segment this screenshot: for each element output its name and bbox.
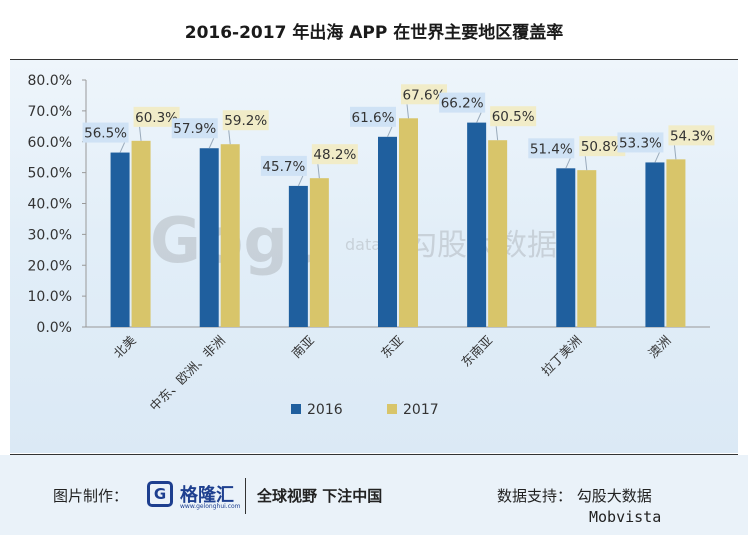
legend-swatch: [387, 404, 397, 414]
x-tick-label: 南亚: [289, 333, 317, 361]
bar-2016: [467, 122, 487, 327]
title-bar: 2016-2017 年出海 APP 在世界主要地区覆盖率: [0, 0, 748, 58]
data-label: 45.7%: [262, 159, 305, 175]
logo-url: www.gelonghui.com: [180, 503, 241, 510]
x-tick-label: 澳洲: [645, 333, 673, 361]
chart-title: 2016-2017 年出海 APP 在世界主要地区覆盖率: [184, 23, 564, 43]
data-label: 66.2%: [441, 96, 484, 112]
data-label: 61.6%: [352, 110, 395, 126]
data-label-leader: [119, 142, 126, 153]
legend-swatch: [291, 404, 301, 414]
data-label-bg: [133, 106, 180, 127]
x-tick-label: 中东、欧洲、非洲: [147, 333, 228, 414]
legend-label: 2016: [307, 402, 343, 418]
data-label: 59.2%: [224, 113, 267, 129]
legend-label: 2017: [403, 402, 439, 418]
footer-divider: [10, 454, 738, 455]
data-label-leader: [565, 158, 571, 169]
data-label-bg: [617, 132, 664, 153]
legend: 2016 2017: [291, 402, 439, 418]
source-sub: Mobvista: [589, 508, 662, 526]
slogan: 全球视野 下注中国: [257, 487, 383, 505]
y-tick-label: 80.0%: [28, 73, 72, 89]
bar-2016: [110, 152, 130, 327]
bar-2017: [309, 178, 329, 327]
data-label-bg: [82, 122, 129, 143]
data-label: 57.9%: [173, 121, 216, 137]
data-label-bg: [171, 118, 218, 139]
data-label-leader: [317, 164, 320, 179]
data-label: 53.3%: [619, 135, 662, 151]
data-label: 54.3%: [670, 128, 713, 144]
y-tick-label: 0.0%: [36, 320, 72, 336]
data-label-leader: [673, 145, 677, 160]
bar-2016: [288, 185, 308, 327]
gelonghui-logo-icon: G: [147, 481, 173, 507]
data-label-leader: [495, 126, 499, 141]
data-label-leader: [476, 112, 482, 123]
data-label-bg: [260, 155, 307, 176]
y-tick-label: 40.0%: [28, 197, 72, 213]
x-tick-label: 北美: [110, 333, 138, 361]
y-tick-label: 30.0%: [28, 227, 72, 243]
bar-2016: [645, 162, 665, 327]
data-label-leader: [387, 126, 393, 138]
footer: [0, 455, 748, 535]
data-label-bg: [439, 92, 486, 113]
bar-2017: [488, 140, 508, 327]
data-label-leader: [406, 104, 409, 119]
logo-name: 格隆汇: [180, 485, 234, 506]
data-label: 48.2%: [313, 147, 356, 163]
source-label: 数据支持： 勾股大数据: [497, 487, 652, 505]
y-tick-label: 20.0%: [28, 258, 72, 274]
data-label: 56.5%: [84, 126, 127, 142]
data-label-bg: [528, 138, 575, 159]
bar-2017: [220, 144, 240, 327]
bar-2017: [399, 118, 418, 327]
data-label-bg: [401, 84, 447, 105]
data-label: 60.5%: [492, 109, 535, 125]
data-labels: 56.5% 60.3%57.9% 59.2% 45.7% 48.2% 61.6% 67.6%…: [82, 84, 715, 187]
data-label-bg: [311, 144, 358, 165]
data-label-leader: [228, 130, 231, 145]
x-axis: 北美 中东、欧洲、非洲 南亚 东亚 东南亚 拉丁美洲 澳洲: [110, 333, 673, 414]
y-tick-label: 70.0%: [28, 104, 72, 120]
y-tick-label: 10.0%: [28, 289, 72, 305]
data-label-leader: [654, 152, 660, 163]
watermark-small-text: data: [345, 235, 381, 254]
data-label-bg: [579, 136, 626, 157]
footer-separator: [245, 478, 246, 514]
y-axis: 0.0% 10.0% 20.0% 30.0% 40.0% 50.0% 60.0% 70.0% 8…: [28, 73, 710, 336]
bar-2016: [199, 148, 219, 327]
data-label: 50.8%: [581, 139, 624, 155]
data-label-bg: [668, 125, 715, 146]
title-divider: [10, 59, 738, 60]
bar-2016: [378, 136, 397, 327]
data-label: 60.3%: [135, 110, 178, 126]
data-label-leader: [297, 175, 304, 187]
data-label-bg: [222, 110, 269, 131]
data-label: 51.4%: [530, 141, 573, 157]
made-by-label: 图片制作：: [53, 487, 129, 505]
x-tick-label: 拉丁美洲: [538, 333, 584, 379]
data-label-leader: [208, 138, 215, 149]
bar-2017: [666, 159, 686, 327]
bars: [110, 118, 686, 327]
y-tick-label: 50.0%: [28, 166, 72, 182]
data-label: 67.6%: [403, 87, 446, 103]
data-label-leader: [584, 156, 588, 171]
bar-2017: [577, 170, 597, 327]
data-label-bg: [350, 106, 396, 127]
x-tick-label: 东亚: [378, 333, 406, 361]
data-label-bg: [490, 106, 537, 127]
y-tick-label: 60.0%: [28, 135, 72, 151]
bar-2017: [131, 140, 151, 327]
x-tick-label: 东南亚: [458, 333, 495, 370]
bar-2016: [556, 168, 576, 327]
data-label-leader: [139, 126, 142, 141]
